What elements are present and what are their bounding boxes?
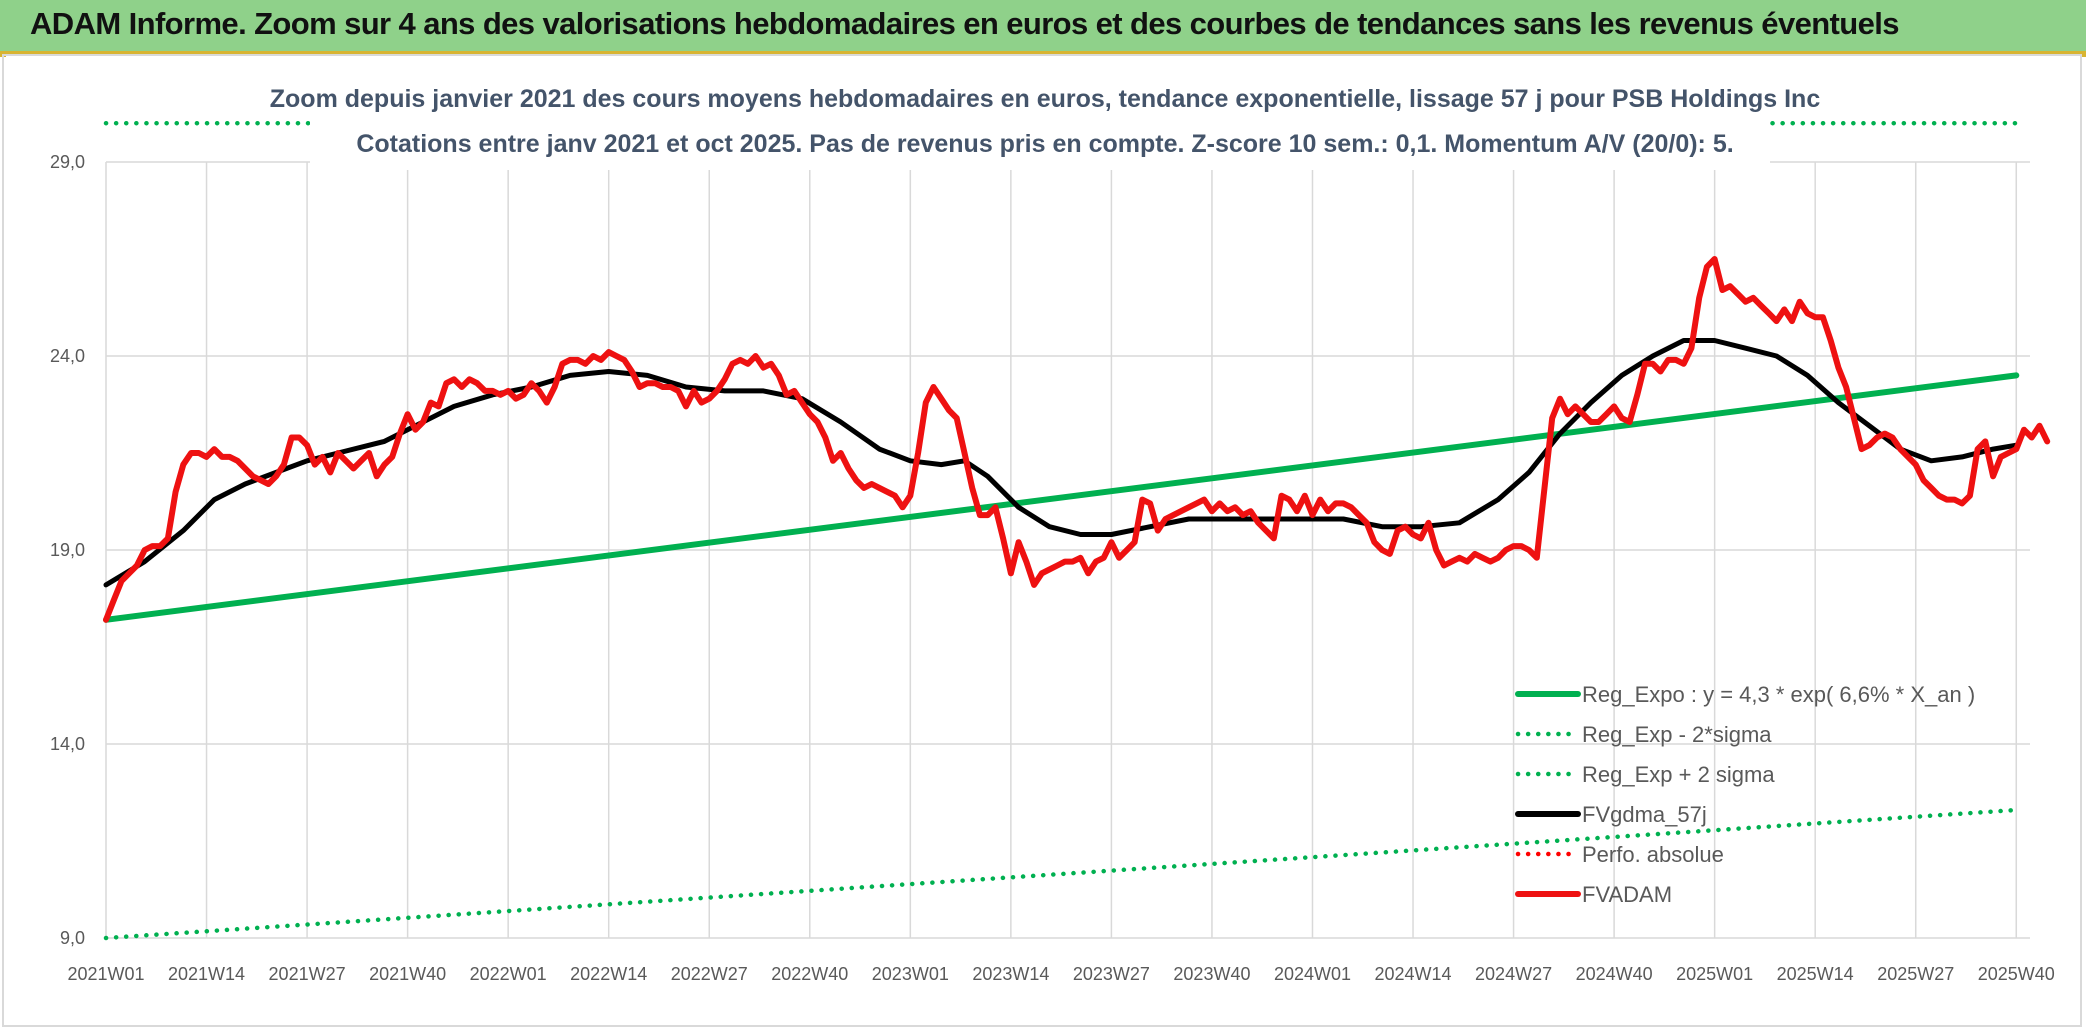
y-tick-label: 14,0: [50, 734, 85, 754]
y-tick-label: 9,0: [60, 928, 85, 948]
x-tick-label: 2023W40: [1173, 964, 1250, 984]
legend-label: Perfo. absolue: [1582, 842, 1724, 867]
x-tick-label: 2024W27: [1475, 964, 1552, 984]
x-tick-label: 2023W27: [1073, 964, 1150, 984]
legend-label: Reg_Exp + 2 sigma: [1582, 762, 1775, 787]
legend-label: Reg_Expo : y = 4,3 * exp( 6,6% * X_an ): [1582, 682, 1975, 707]
x-tick-label: 2022W27: [671, 964, 748, 984]
banner-title: ADAM Informe. Zoom sur 4 ans des valoris…: [30, 6, 1900, 41]
x-tick-label: 2025W40: [1978, 964, 2055, 984]
series-reg-exp-line: [103, 807, 2019, 941]
x-tick-label: 2022W40: [771, 964, 848, 984]
x-tick-label: 2024W40: [1576, 964, 1653, 984]
y-tick-label: 24,0: [50, 346, 85, 366]
y-axis: 29,0 24,0 19,0 14,0 9,0: [50, 152, 85, 948]
x-tick-label: 2025W14: [1777, 964, 1854, 984]
legend-label: FVgdma_57j: [1582, 802, 1707, 827]
series-layer: [103, 120, 2051, 941]
x-tick-label: 2022W14: [570, 964, 647, 984]
legend-label: Reg_Exp - 2*sigma: [1582, 722, 1772, 747]
chart-title-line-1: Zoom depuis janvier 2021 des cours moyen…: [270, 85, 1821, 113]
corner-marker-right: [2080, 51, 2086, 57]
series-fvadam-line: [103, 256, 2051, 623]
x-tick-label: 2025W27: [1877, 964, 1954, 984]
x-tick-label: 2021W40: [369, 964, 446, 984]
y-tick-label: 19,0: [50, 540, 85, 560]
series-reg-expo-line: [103, 372, 2020, 623]
y-tick-label: 29,0: [50, 152, 85, 172]
chart-title-line-2: Cotations entre janv 2021 et oct 2025. P…: [356, 130, 1733, 158]
x-tick-label: 2023W14: [972, 964, 1049, 984]
title-box: [310, 80, 1770, 170]
x-tick-label: 2023W01: [872, 964, 949, 984]
chart-frame: [2, 54, 2082, 1027]
legend: Reg_Expo : y = 4,3 * exp( 6,6% * X_an ) R…: [1515, 682, 1975, 907]
x-tick-label: 2025W01: [1676, 964, 1753, 984]
grid-lines: [105, 161, 2030, 939]
x-tick-label: 2021W27: [269, 964, 346, 984]
x-tick-label: 2022W01: [470, 964, 547, 984]
x-tick-label: 2021W14: [168, 964, 245, 984]
x-tick-label: 2021W01: [67, 964, 144, 984]
legend-label: FVADAM: [1582, 882, 1672, 907]
x-tick-label: 2024W14: [1374, 964, 1451, 984]
x-tick-label: 2024W01: [1274, 964, 1351, 984]
x-axis: 2021W01 2021W14 2021W27 2021W40 2022W01 2022W…: [67, 964, 2054, 984]
series-fvgdma-57j-line: [103, 338, 2019, 588]
report-banner: ADAM Informe. Zoom sur 4 ans des valoris…: [0, 0, 2086, 54]
